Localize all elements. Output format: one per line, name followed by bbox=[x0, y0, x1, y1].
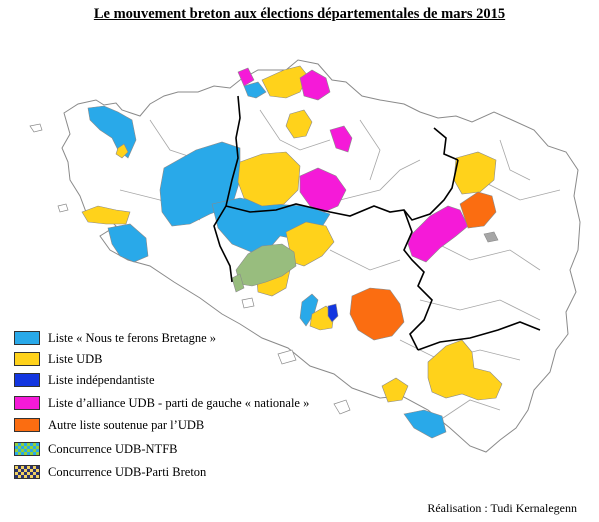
area-other-udb-south bbox=[349, 287, 405, 341]
area-nous-te-ferons-bretagne-sw bbox=[107, 223, 149, 263]
area-alliance-east bbox=[329, 125, 353, 153]
area-unlabeled-green bbox=[235, 243, 297, 287]
legend-label: Concurrence UDB-NTFB bbox=[48, 442, 178, 456]
area-independantiste bbox=[327, 303, 339, 323]
map-title: Le mouvement breton aux élections départ… bbox=[93, 6, 506, 22]
legend-swatch bbox=[14, 418, 40, 432]
area-udb-center-north bbox=[237, 151, 301, 207]
area-unlabeled-grey bbox=[483, 231, 499, 243]
legend-label: Concurrence UDB-Parti Breton bbox=[48, 465, 207, 479]
area-udb-rennes-north bbox=[453, 151, 497, 195]
credit-text: Réalisation : Tudi Kernalegenn bbox=[427, 501, 577, 515]
area-unlabeled-green-small bbox=[231, 273, 245, 293]
legend-swatch bbox=[14, 373, 40, 387]
legend-swatch bbox=[14, 331, 40, 345]
area-udb-north2 bbox=[285, 109, 313, 139]
area-alliance-north-east bbox=[299, 69, 331, 101]
legend-swatch bbox=[14, 442, 40, 456]
area-udb-nantes bbox=[427, 339, 503, 401]
legend-label: Liste « Nous te ferons Bretagne » bbox=[48, 331, 217, 345]
area-alliance-north-small bbox=[237, 67, 255, 87]
legend-label: Liste indépendantiste bbox=[48, 373, 155, 387]
legend-label: Autre liste soutenue par l’UDB bbox=[48, 418, 205, 432]
area-nous-te-ferons-bretagne-north bbox=[243, 81, 267, 99]
area-other-udb-rennes bbox=[459, 191, 497, 229]
legend-label: Liste d’alliance UDB - parti de gauche «… bbox=[48, 396, 310, 410]
canton-areas bbox=[81, 65, 503, 439]
area-udb-south bbox=[381, 377, 409, 403]
islands bbox=[29, 123, 351, 415]
area-udb-finistere-west bbox=[81, 205, 131, 225]
legend-swatch bbox=[14, 352, 40, 366]
area-udb-small-west bbox=[115, 143, 129, 159]
area-alliance-center bbox=[299, 167, 347, 213]
legend-swatch bbox=[14, 396, 40, 410]
area-nous-te-ferons-bretagne-south bbox=[403, 409, 447, 439]
legend-swatch bbox=[14, 465, 40, 479]
department-borders bbox=[213, 95, 541, 351]
legend-label: Liste UDB bbox=[48, 352, 103, 366]
area-alliance-rennes bbox=[407, 205, 469, 263]
